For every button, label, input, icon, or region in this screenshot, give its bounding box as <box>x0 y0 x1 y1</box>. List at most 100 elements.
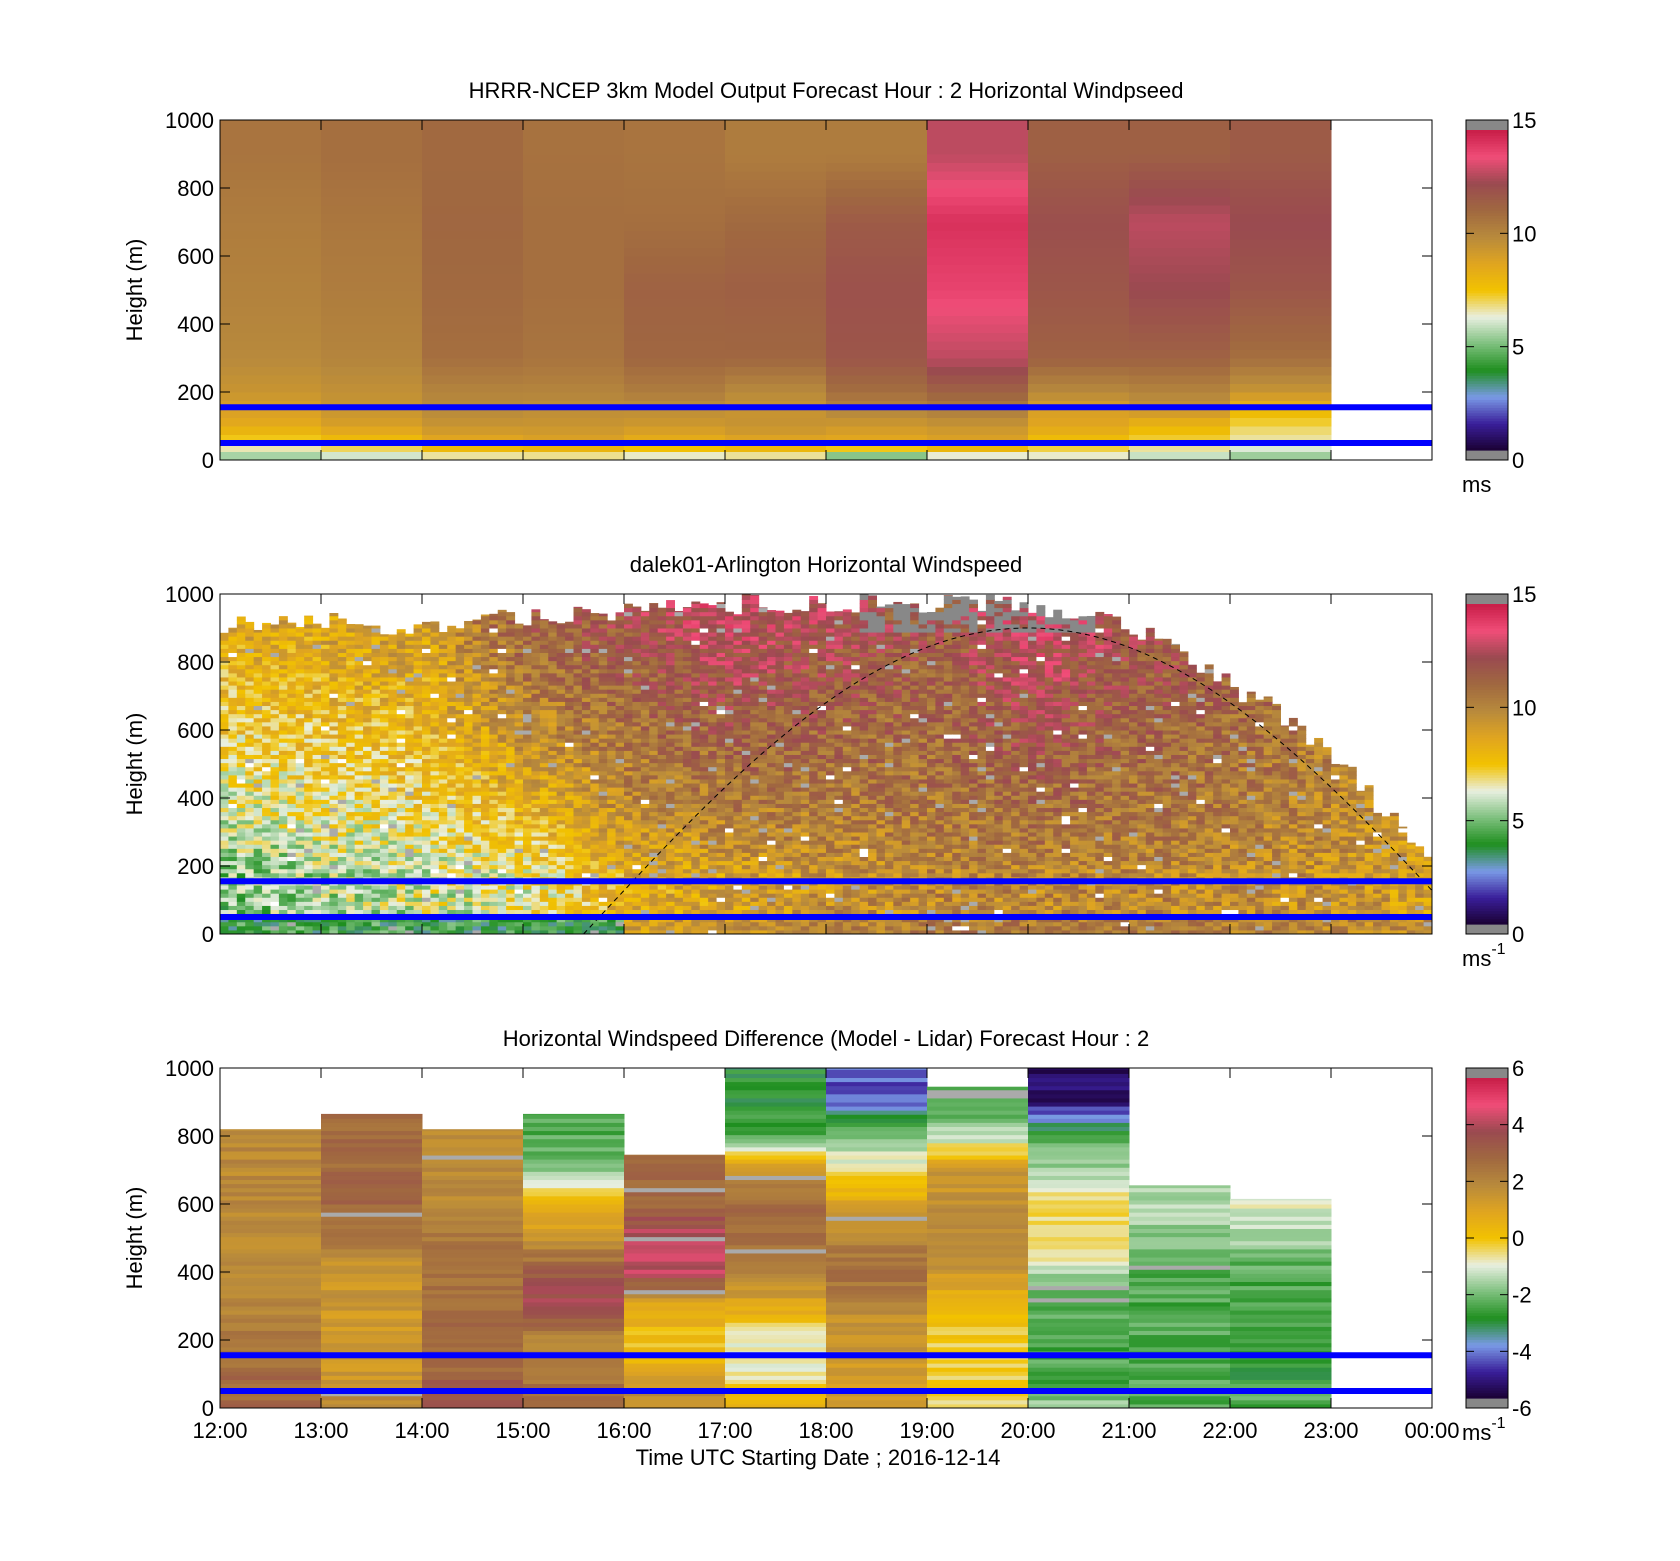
lidar-cell <box>405 905 415 911</box>
lidar-cell <box>346 836 356 841</box>
colorbar-segment <box>1466 396 1508 400</box>
lidar-cell <box>649 607 659 613</box>
lidar-cell <box>430 676 440 682</box>
lidar-cell <box>287 632 297 637</box>
lidar-cell <box>253 746 263 751</box>
lidar-cell <box>354 860 364 866</box>
lidar-cell <box>321 693 330 698</box>
lidar-cell <box>220 819 229 825</box>
lidar-cell <box>422 803 431 809</box>
lidar-cell <box>674 774 684 780</box>
lidar-cell <box>236 885 246 890</box>
lidar-cell <box>455 872 465 878</box>
lidar-cell <box>556 693 566 698</box>
lidar-cell <box>447 905 457 911</box>
lidar-cell <box>422 668 431 674</box>
lidar-cell <box>464 636 473 641</box>
lidar-cell <box>413 701 423 707</box>
lidar-cell <box>278 750 288 755</box>
lidar-cell <box>615 623 625 629</box>
lidar-cell <box>590 750 600 755</box>
lidar-cell <box>388 848 398 853</box>
colorbar-segment <box>1466 351 1508 355</box>
lidar-cell <box>287 758 297 764</box>
lidar-cell <box>413 815 423 821</box>
lidar-cell <box>640 730 650 735</box>
lidar-cell <box>506 819 516 825</box>
lidar-cell <box>573 725 583 731</box>
lidar-cell <box>497 619 507 625</box>
lidar-cell <box>472 803 482 809</box>
lidar-cell <box>228 640 238 645</box>
lidar-cell <box>287 856 297 862</box>
lidar-cell <box>337 819 347 825</box>
lidar-cell <box>548 750 558 755</box>
lidar-cell <box>278 885 288 890</box>
lidar-cell <box>480 742 490 747</box>
lidar-cell <box>245 852 255 857</box>
lidar-cell <box>666 897 675 902</box>
lidar-cell <box>438 770 448 776</box>
lidar-cell <box>354 889 364 894</box>
lidar-cell <box>497 762 507 768</box>
lidar-cell <box>682 754 692 760</box>
lidar-cell <box>531 929 541 935</box>
lidar-cell <box>615 832 625 837</box>
lidar-cell <box>312 864 322 870</box>
colorbar-segment <box>1466 215 1508 219</box>
lidar-cell <box>649 872 659 878</box>
model-cell <box>523 409 625 418</box>
lidar-cell <box>337 844 347 849</box>
lidar-cell <box>253 852 263 857</box>
lidar-cell <box>270 730 280 735</box>
lidar-cell <box>556 823 566 829</box>
model-cell <box>725 324 827 333</box>
lidar-cell <box>489 778 499 784</box>
model-cell <box>1230 434 1332 444</box>
lidar-cell <box>506 713 516 719</box>
lidar-cell <box>506 860 516 866</box>
colorbar-segment <box>1466 255 1508 259</box>
lidar-cell <box>321 758 330 764</box>
lidar-cell <box>666 685 675 690</box>
lidar-cell <box>304 676 314 682</box>
lidar-cell <box>270 893 280 898</box>
lidar-cell <box>354 905 364 911</box>
lidar-cell <box>337 766 347 772</box>
lidar-cell <box>666 827 675 833</box>
lidar-cell <box>607 660 617 666</box>
lidar-cell <box>312 766 322 772</box>
lidar-cell <box>287 897 297 902</box>
lidar-cell <box>624 701 633 707</box>
lidar-cell <box>304 872 314 878</box>
lidar-cell <box>539 693 549 698</box>
model-cell <box>927 290 1029 299</box>
lidar-cell <box>682 619 692 625</box>
lidar-cell <box>413 660 423 666</box>
lidar-cell <box>422 750 431 755</box>
lidar-cell <box>253 909 263 915</box>
lidar-cell <box>682 758 692 764</box>
lidar-cell <box>548 868 558 874</box>
lidar-cell <box>262 889 271 894</box>
model-cell <box>220 188 322 197</box>
lidar-cell <box>455 762 465 768</box>
lidar-cell <box>228 787 238 792</box>
lidar-cell <box>236 787 246 792</box>
model-cell <box>1028 434 1130 444</box>
model-cell <box>1230 162 1332 172</box>
lidar-cell <box>497 609 507 613</box>
lidar-cell <box>413 844 423 849</box>
lidar-cell <box>245 791 255 796</box>
lidar-cell <box>506 652 516 658</box>
lidar-cell <box>581 893 591 898</box>
lidar-cell <box>295 709 305 715</box>
lidar-cell <box>464 664 473 670</box>
lidar-cell <box>379 909 389 915</box>
lidar-cell <box>581 701 591 707</box>
lidar-cell <box>295 721 305 727</box>
lidar-cell <box>523 693 532 698</box>
lidar-cell <box>464 791 473 796</box>
lidar-cell <box>523 791 532 796</box>
lidar-cell <box>312 676 322 682</box>
